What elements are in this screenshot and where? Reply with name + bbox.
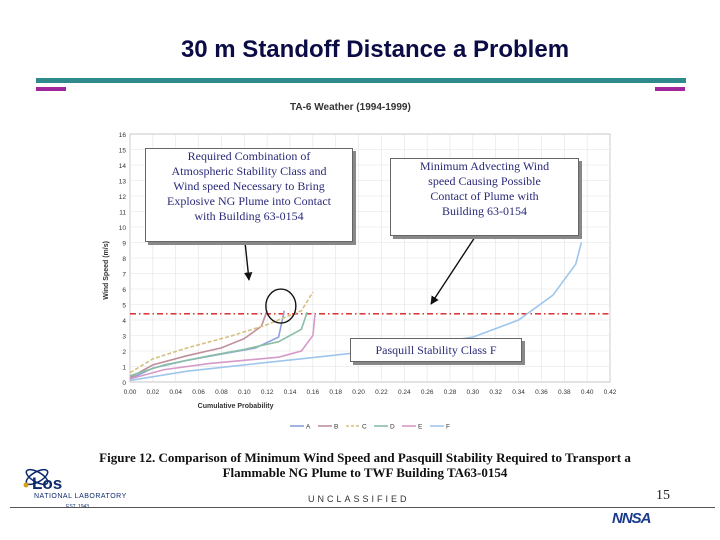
x-tick-label: 0.30 [467,389,480,396]
y-tick-label: 5 [122,303,126,310]
legend-label: A [306,424,311,431]
series-line-e [129,313,316,380]
y-tick-label: 7 [122,272,126,279]
x-tick-label: 0.24 [398,389,411,396]
logo-subtitle: NATIONAL LABORATORY [34,493,127,500]
x-tick-label: 0.12 [261,389,274,396]
y-tick-label: 3 [122,334,126,341]
right-accent-rule [655,87,685,91]
callout-minimum-wind: Minimum Advecting Wind speed Causing Pos… [390,158,579,236]
x-tick-label: 0.18 [329,389,342,396]
callout-required-line: Wind speed Necessary to Bring [173,179,325,193]
callout-minimum-line: speed Causing Possible [428,174,541,188]
left-accent-rule [36,87,66,91]
arrow-to-circle [244,241,253,281]
x-tick-label: 0.20 [352,389,365,396]
callout-minimum-line: Contact of Plume with [430,189,539,203]
classification-label: UNCLASSIFIED [308,494,410,504]
callout-required-line: Required Combination of [187,149,311,163]
y-tick-label: 6 [122,287,126,294]
x-tick-label: 0.08 [215,389,228,396]
y-tick-label: 8 [122,256,126,263]
x-tick-label: 0.34 [512,389,525,396]
callout-required-line: with Building 63-0154 [194,209,304,223]
series-line-c [129,291,314,374]
y-tick-label: 13 [119,179,127,186]
x-tick-label: 0.42 [604,389,617,396]
x-tick-label: 0.14 [284,389,297,396]
y-tick-label: 15 [119,148,127,155]
y-tick-label: 0 [122,380,126,387]
x-tick-label: 0.00 [124,389,137,396]
callout-minimum-line: Minimum Advecting Wind [419,159,550,173]
page-number: 15 [656,488,670,503]
atom-logo-icon [23,468,49,488]
y-tick-label: 10 [119,225,127,232]
y-tick-label: 2 [122,349,126,356]
legend-label: B [334,424,338,431]
x-tick-label: 0.04 [169,389,182,396]
caption-line: Figure 12. Comparison of Minimum Wind Sp… [99,450,631,465]
callout-required-line: Atmospheric Stability Class and [171,164,327,178]
callout-required-line: Explosive NG Plume into Contact [167,194,331,208]
caption-line: Flammable NG Plume to TWF Building TA63-… [222,465,508,480]
callout-required-combination: Required Combination of Atmospheric Stab… [145,148,353,242]
slide-title: 30 m Standoff Distance a Problem [180,36,570,63]
y-tick-label: 4 [122,318,126,325]
logo-word: Los [32,474,63,493]
y-tick-label: 11 [119,210,126,217]
footer-rule [10,507,715,508]
legend-label: D [390,424,395,431]
nnsa-logo: NNSA [612,510,652,527]
legend-label: F [446,424,450,431]
x-tick-label: 0.06 [192,389,205,396]
y-axis-label: Wind Speed (m/s) [103,241,110,300]
x-tick-label: 0.32 [489,389,502,396]
y-tick-label: 12 [119,194,127,201]
x-tick-label: 0.02 [147,389,160,396]
arrow-to-curve [430,236,476,305]
x-tick-label: 0.10 [238,389,251,396]
figure-caption: Figure 12. Comparison of Minimum Wind Sp… [85,450,645,480]
x-tick-label: 0.36 [535,389,548,396]
callout-minimum-line: Building 63-0154 [441,204,527,218]
title-rule [36,78,686,83]
callout-pasquill-text: Pasquill Stability Class F [375,343,497,357]
legend-label: C [362,424,367,431]
x-tick-label: 0.28 [444,389,457,396]
series-line-d [129,312,308,377]
chart-title: TA-6 Weather (1994-1999) [290,102,411,113]
callout-pasquill-class-f: Pasquill Stability Class F [350,338,522,362]
x-tick-label: 0.22 [375,389,388,396]
highlight-circle [265,288,297,324]
x-tick-label: 0.26 [421,389,434,396]
legend-label: E [418,424,423,431]
x-tick-label: 0.16 [307,389,320,396]
x-axis-label: Cumulative Probability [198,403,274,410]
y-tick-label: 14 [119,163,127,170]
x-tick-label: 0.38 [558,389,571,396]
y-tick-label: 16 [119,132,127,139]
y-tick-label: 1 [122,365,126,372]
y-tick-label: 9 [122,241,126,248]
x-tick-label: 0.40 [581,389,594,396]
